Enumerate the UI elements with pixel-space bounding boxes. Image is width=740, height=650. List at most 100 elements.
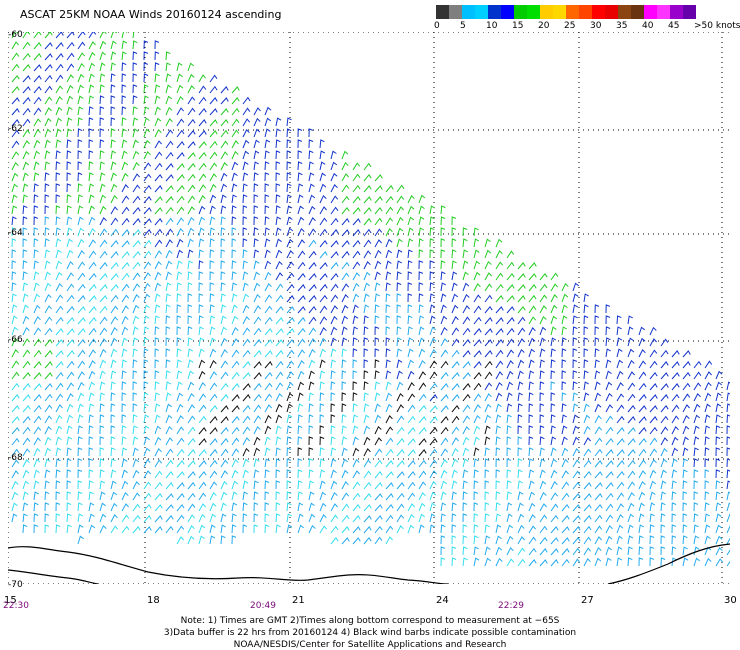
wind-barb: [627, 382, 636, 391]
wind-barb: [297, 447, 303, 457]
wind-barb: [682, 513, 688, 523]
wind-barb: [385, 348, 391, 358]
wind-barb: [66, 524, 72, 534]
wind-barb: [88, 172, 94, 182]
wind-barb: [132, 403, 138, 413]
wind-barb: [594, 471, 603, 479]
wind-barb: [77, 491, 83, 501]
wind-barb: [99, 239, 108, 248]
wind-barb: [88, 349, 97, 358]
wind-barb: [11, 86, 20, 94]
wind-barb: [561, 403, 567, 413]
wind-barb: [286, 513, 293, 523]
wind-barb: [198, 415, 207, 424]
wind-barb: [660, 458, 668, 468]
wind-barb: [286, 205, 293, 215]
wind-barb: [176, 415, 184, 424]
wind-barb: [154, 381, 160, 391]
wind-barb: [528, 514, 536, 523]
wind-barb: [77, 371, 85, 380]
wind-barb: [418, 459, 427, 468]
wind-barb: [154, 185, 163, 193]
wind-barb: [55, 161, 61, 171]
wind-barb: [308, 425, 314, 435]
wind-barb: [176, 163, 185, 171]
wind-barb: [253, 524, 259, 534]
wind-barb: [451, 404, 460, 413]
wind-barb: [220, 513, 227, 523]
wind-barb: [22, 524, 28, 534]
wind-barb: [330, 294, 339, 303]
wind-barb: [682, 524, 688, 534]
wind-barb: [462, 415, 471, 424]
wind-barb: [253, 293, 261, 303]
wind-barb: [264, 447, 271, 457]
wind-barb: [451, 249, 457, 259]
wind-barb: [275, 371, 284, 380]
wind-barb: [66, 41, 75, 50]
wind-barb: [66, 216, 73, 226]
wind-barb: [88, 216, 96, 226]
wind-barb: [165, 140, 174, 149]
wind-barb: [11, 437, 20, 446]
wind-barb: [11, 63, 20, 72]
wind-barb: [253, 502, 259, 512]
wind-barb: [55, 117, 62, 127]
wind-barb: [242, 216, 248, 226]
wind-barb: [165, 51, 171, 61]
wind-barb: [176, 73, 183, 83]
wind-barb: [220, 491, 228, 501]
wind-barb: [132, 381, 138, 391]
wind-barb: [33, 491, 39, 501]
wind-barb: [308, 327, 317, 336]
wind-barb: [110, 228, 119, 237]
wind-barb: [11, 32, 19, 39]
lon-label-18: 18: [147, 595, 160, 606]
wind-barb: [88, 316, 97, 325]
wind-barb: [484, 447, 490, 457]
wind-barb: [55, 172, 61, 182]
wind-barb: [440, 491, 447, 501]
wind-barb: [385, 437, 394, 446]
wind-barb: [88, 327, 97, 336]
wind-barb: [484, 513, 490, 523]
wind-barb: [132, 173, 140, 182]
wind-barb: [429, 360, 438, 369]
wind-barb: [506, 381, 513, 391]
wind-barb: [22, 260, 28, 270]
wind-barb: [627, 371, 635, 380]
wind-barb: [209, 459, 218, 468]
wind-barb: [572, 414, 579, 424]
wind-barb: [649, 416, 658, 424]
wind-barb: [275, 205, 281, 215]
wind-barb: [55, 294, 64, 303]
wind-barb: [110, 273, 119, 281]
wind-barb: [11, 349, 19, 358]
wind-barb: [209, 315, 216, 325]
wind-barb: [99, 338, 107, 347]
wind-barb: [55, 480, 61, 490]
wind-barb: [726, 458, 730, 468]
wind-barb: [561, 370, 567, 380]
wind-barb: [99, 40, 107, 50]
wind-barb: [55, 106, 63, 116]
wind-barb: [440, 227, 446, 237]
wind-barb: [396, 216, 404, 226]
wind-barb: [154, 370, 160, 380]
wind-barb: [484, 469, 490, 479]
wind-barb: [77, 513, 84, 523]
wind-barb: [220, 282, 226, 292]
wind-barb: [341, 218, 350, 226]
wind-barb: [176, 174, 185, 182]
wind-barb: [165, 239, 173, 248]
wind-barb: [154, 140, 162, 149]
wind-barb: [198, 216, 205, 226]
wind-barb: [44, 172, 50, 182]
wind-barb: [187, 73, 195, 83]
wind-barb: [704, 546, 712, 556]
wind-barb: [77, 62, 85, 72]
wind-barb: [110, 95, 116, 105]
wind-barb: [297, 194, 304, 204]
wind-barb: [682, 491, 688, 501]
wind-speed-scale-labels: 0 5 10 15 20 25 30 35 40 45 >50 knots: [434, 19, 740, 31]
